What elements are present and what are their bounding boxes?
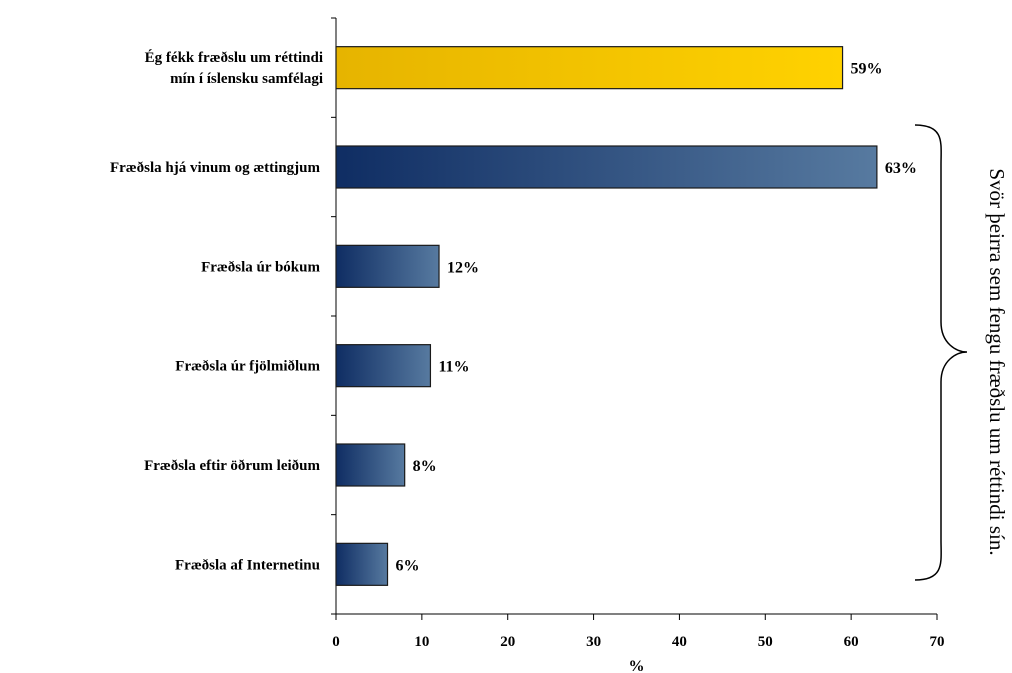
brace-annotation: Svör þeirra sem fengu fræðslu um réttind… bbox=[985, 168, 1009, 555]
bar bbox=[335, 46, 844, 90]
y-axis bbox=[331, 17, 337, 615]
category-label: Fræðsla úr fjölmiðlum bbox=[175, 359, 320, 375]
x-tick-label: 10 bbox=[414, 634, 429, 650]
bar bbox=[335, 244, 440, 288]
value-label: 63% bbox=[885, 160, 917, 177]
value-label: 8% bbox=[413, 458, 437, 475]
x-tick-label: 60 bbox=[844, 634, 859, 650]
category-labels: Ég fékk fræðslu um réttindi mín í íslensk… bbox=[110, 49, 323, 573]
category-label: Ég fékk fræðslu um réttindi mín í íslensk… bbox=[145, 49, 323, 87]
category-label: Fræðsla eftir öðrum leiðum bbox=[144, 458, 320, 474]
x-axis: 0 10 20 30 40 50 60 70 bbox=[332, 613, 945, 650]
category-label-line: Fræðsla af Internetinu bbox=[175, 557, 320, 573]
value-label: 6% bbox=[396, 557, 420, 574]
bar bbox=[335, 443, 406, 487]
x-tick-label: 20 bbox=[500, 634, 515, 650]
category-label-line: Fræðsla úr fjölmiðlum bbox=[175, 359, 320, 375]
x-tick-label: 30 bbox=[586, 634, 601, 650]
bars bbox=[335, 46, 878, 586]
category-label-line: Fræðsla eftir öðrum leiðum bbox=[144, 458, 320, 474]
bar bbox=[335, 542, 389, 586]
category-label: Fræðsla af Internetinu bbox=[175, 557, 320, 573]
x-tick-label: 70 bbox=[930, 634, 945, 650]
x-tick-label: 0 bbox=[332, 634, 340, 650]
value-label: 11% bbox=[438, 359, 469, 376]
curly-brace bbox=[914, 124, 968, 581]
x-tick-label: 40 bbox=[672, 634, 687, 650]
category-label-line: mín í íslensku samfélagi bbox=[170, 71, 323, 87]
x-axis-title: % bbox=[629, 658, 645, 673]
category-label-line: Fræðsla hjá vinum og ættingjum bbox=[110, 160, 321, 176]
bar bbox=[335, 344, 432, 388]
category-label-line: Ég fékk fræðslu um réttindi bbox=[145, 49, 323, 66]
value-label: 59% bbox=[851, 61, 883, 78]
bar bbox=[335, 145, 878, 189]
value-labels: 59% 63% 12% 11% 8% 6% bbox=[396, 61, 917, 575]
category-label: Fræðsla hjá vinum og ættingjum bbox=[110, 160, 321, 176]
category-label: Fræðsla úr bókum bbox=[201, 259, 320, 275]
value-label: 12% bbox=[447, 259, 479, 276]
category-label-line: Fræðsla úr bókum bbox=[201, 259, 320, 275]
x-tick-label: 50 bbox=[758, 634, 773, 650]
